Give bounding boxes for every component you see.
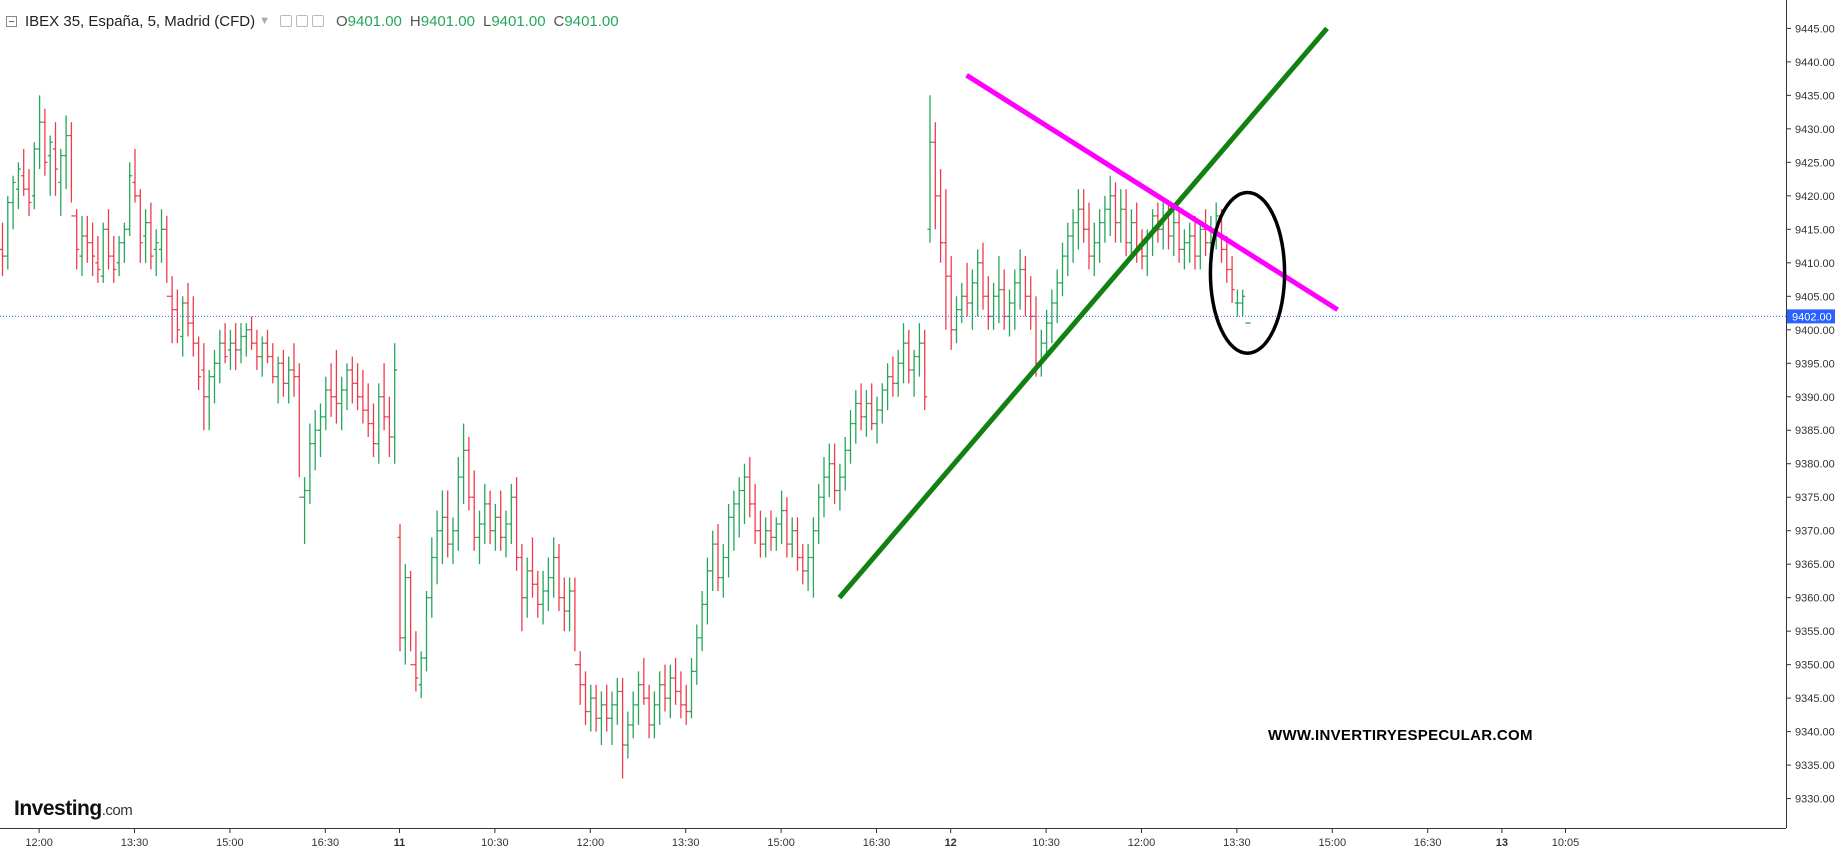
y-tick-label: 9370.00 xyxy=(1795,526,1835,538)
y-tick-label: 9395.00 xyxy=(1795,358,1835,370)
low-value: 9401.00 xyxy=(491,12,546,30)
high-label: H xyxy=(409,12,421,30)
x-tick-label: 15:00 xyxy=(216,837,244,849)
y-tick-label: 9435.00 xyxy=(1795,90,1835,102)
y-tick-label: 9430.00 xyxy=(1795,124,1835,136)
x-tick-label: 13 xyxy=(1496,837,1508,849)
low-label: L xyxy=(482,12,492,30)
investing-logo[interactable]: Investing.com xyxy=(14,797,133,821)
y-tick-label: 9425.00 xyxy=(1795,157,1835,169)
trendline-support xyxy=(837,26,1329,600)
x-tick-label: 16:30 xyxy=(863,837,891,849)
x-tick-label: 13:30 xyxy=(672,837,700,849)
collapse-icon[interactable] xyxy=(6,15,17,27)
symbol-title[interactable]: IBEX 35, España, 5, Madrid (CFD) xyxy=(25,12,256,30)
highlight-ellipse xyxy=(1208,190,1287,355)
y-tick-label: 9415.00 xyxy=(1795,224,1835,236)
logo-main: Investing xyxy=(14,797,102,820)
y-tick-label: 9410.00 xyxy=(1795,258,1835,270)
logo-suffix: .com xyxy=(101,802,133,819)
x-tick-label: 10:30 xyxy=(481,837,509,849)
open-label: O xyxy=(335,12,348,30)
open-value: 9401.00 xyxy=(347,12,402,30)
y-tick-label: 9335.00 xyxy=(1795,760,1835,772)
last-price-tag xyxy=(1787,309,1835,324)
x-tick-label: 13:30 xyxy=(121,837,149,849)
x-tick-label: 16:30 xyxy=(312,837,340,849)
last-price-label: 9402.00 xyxy=(1792,311,1832,323)
watermark: WWW.INVERTIRYESPECULAR.COM xyxy=(1268,727,1533,744)
x-tick-label: 11 xyxy=(394,837,406,849)
x-tick-label: 12 xyxy=(945,837,957,849)
y-tick-label: 9440.00 xyxy=(1795,57,1835,69)
x-tick-label: 10:30 xyxy=(1032,837,1060,849)
y-tick-label: 9390.00 xyxy=(1795,392,1835,404)
x-tick-label: 16:30 xyxy=(1414,837,1442,849)
eye-icon[interactable] xyxy=(295,15,308,27)
y-tick-label: 9400.00 xyxy=(1795,325,1835,337)
y-tick-label: 9345.00 xyxy=(1795,693,1835,705)
y-tick-label: 9375.00 xyxy=(1795,492,1835,504)
y-tick-label: 9365.00 xyxy=(1795,559,1835,571)
y-tick-label: 9355.00 xyxy=(1795,626,1835,638)
x-tick-label: 12:00 xyxy=(1128,837,1156,849)
y-tick-label: 9445.00 xyxy=(1795,23,1835,35)
close-label: C xyxy=(553,12,565,30)
x-tick-label: 10:05 xyxy=(1552,837,1580,849)
y-tick-label: 9405.00 xyxy=(1795,291,1835,303)
x-tick-label: 15:00 xyxy=(1319,837,1347,849)
y-tick-label: 9330.00 xyxy=(1795,794,1835,806)
x-tick-label: 15:00 xyxy=(767,837,795,849)
chevron-down-icon[interactable]: ▼ xyxy=(259,15,270,27)
trendline-resistance xyxy=(965,73,1339,312)
legend: IBEX 35, España, 5, Madrid (CFD) ▼ O 9401… xyxy=(6,10,619,32)
y-tick-label: 9420.00 xyxy=(1795,191,1835,203)
x-tick-label: 13:30 xyxy=(1223,837,1251,849)
x-tick-label: 12:00 xyxy=(577,837,605,849)
y-tick-label: 9360.00 xyxy=(1795,593,1835,605)
y-tick-label: 9340.00 xyxy=(1795,727,1835,739)
close-value: 9401.00 xyxy=(564,12,619,30)
x-tick-label: 12:00 xyxy=(25,837,53,849)
high-value: 9401.00 xyxy=(420,12,475,30)
close-icon[interactable] xyxy=(311,15,324,27)
y-tick-label: 9385.00 xyxy=(1795,425,1835,437)
settings-icon[interactable] xyxy=(279,15,292,27)
y-tick-label: 9350.00 xyxy=(1795,660,1835,672)
y-tick-label: 9380.00 xyxy=(1795,459,1835,471)
